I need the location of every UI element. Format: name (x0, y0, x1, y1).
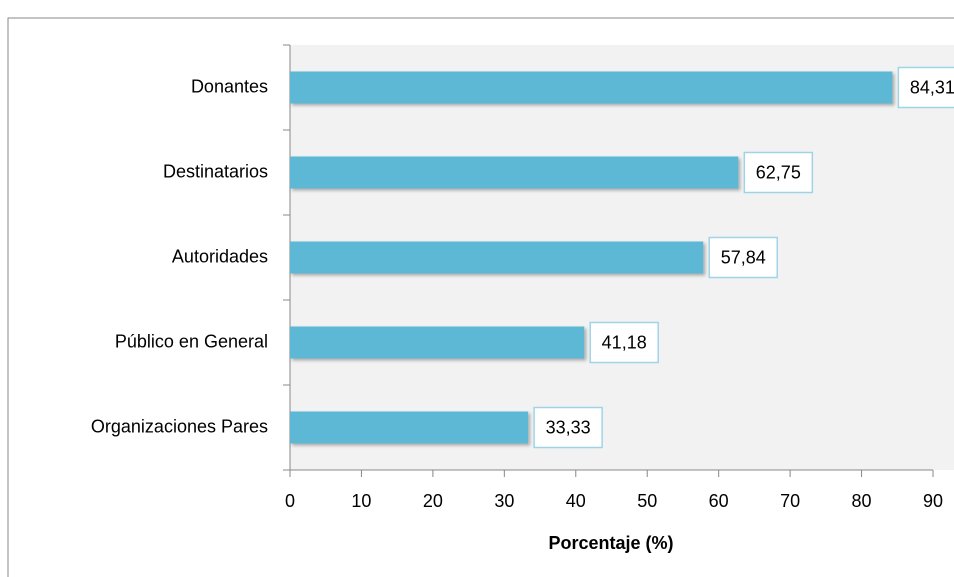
x-tick-label: 20 (423, 491, 443, 511)
x-tick-label: 0 (285, 491, 295, 511)
value-label: 33,33 (546, 417, 591, 437)
bar (290, 326, 585, 359)
value-label-box (533, 406, 603, 449)
y-tick-label: Donantes (191, 76, 268, 96)
y-tick-label: Público en General (115, 331, 268, 351)
x-tick-label: 90 (923, 491, 943, 511)
bar (290, 156, 739, 189)
y-tick-label: Autoridades (172, 246, 268, 266)
y-tick-label: Destinatarios (163, 161, 268, 181)
chart-frame (7, 17, 954, 577)
value-label: 62,75 (756, 162, 801, 182)
x-tick-label: 50 (637, 491, 657, 511)
value-label-box (708, 236, 778, 279)
x-axis-title: Porcentaje (%) (548, 533, 673, 553)
y-tick-label: Organizaciones Pares (91, 416, 268, 436)
x-tick-label: 60 (709, 491, 729, 511)
x-tick-label: 80 (852, 491, 872, 511)
x-tick-label: 40 (566, 491, 586, 511)
bar (290, 241, 704, 274)
bar (290, 411, 529, 444)
x-tick-label: 10 (351, 491, 371, 511)
value-label: 84,31 (910, 77, 954, 97)
value-label: 57,84 (721, 247, 766, 267)
x-tick-label: 70 (780, 491, 800, 511)
value-label-box (897, 66, 954, 109)
value-label-box (743, 151, 814, 194)
value-label: 41,18 (602, 332, 647, 352)
bar (290, 71, 893, 104)
x-tick-label: 30 (494, 491, 514, 511)
value-label-box (589, 321, 659, 364)
